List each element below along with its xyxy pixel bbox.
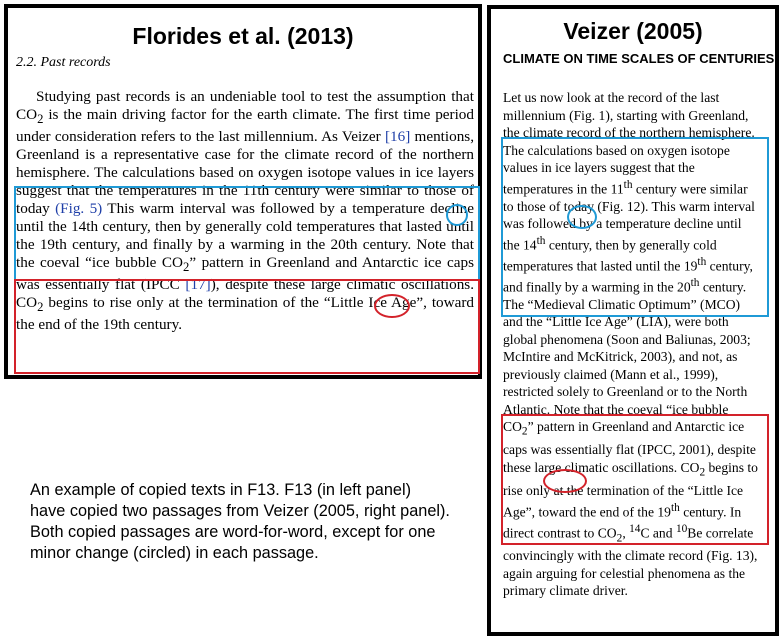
section-heading: 2.2. Past records: [16, 55, 111, 70]
veizer-title: Veizer (2005): [563, 18, 703, 44]
figure-link[interactable]: (Fig. 5): [55, 200, 103, 218]
veizer-paragraph: Let us now look at the record of the las…: [503, 90, 758, 599]
florides-title: Florides et al. (2013): [132, 23, 354, 49]
florides-paragraph: Studying past records is an undeniable t…: [16, 88, 475, 334]
florides-panel: Florides et al. (2013) 2.2. Past records…: [4, 4, 482, 379]
veizer-body-text: Let us now look at the record of the las…: [503, 89, 761, 600]
reference-link[interactable]: [17]: [185, 276, 211, 294]
reference-link[interactable]: [16]: [384, 128, 411, 146]
figure-caption: An example of copied texts in F13. F13 (…: [30, 481, 450, 562]
florides-body-text: Studying past records is an undeniable t…: [16, 88, 474, 334]
veizer-panel: Veizer (2005) CLIMATE ON TIME SCALES OF …: [487, 5, 779, 636]
veizer-section-heading: CLIMATE ON TIME SCALES OF CENTURIES: [503, 51, 775, 66]
